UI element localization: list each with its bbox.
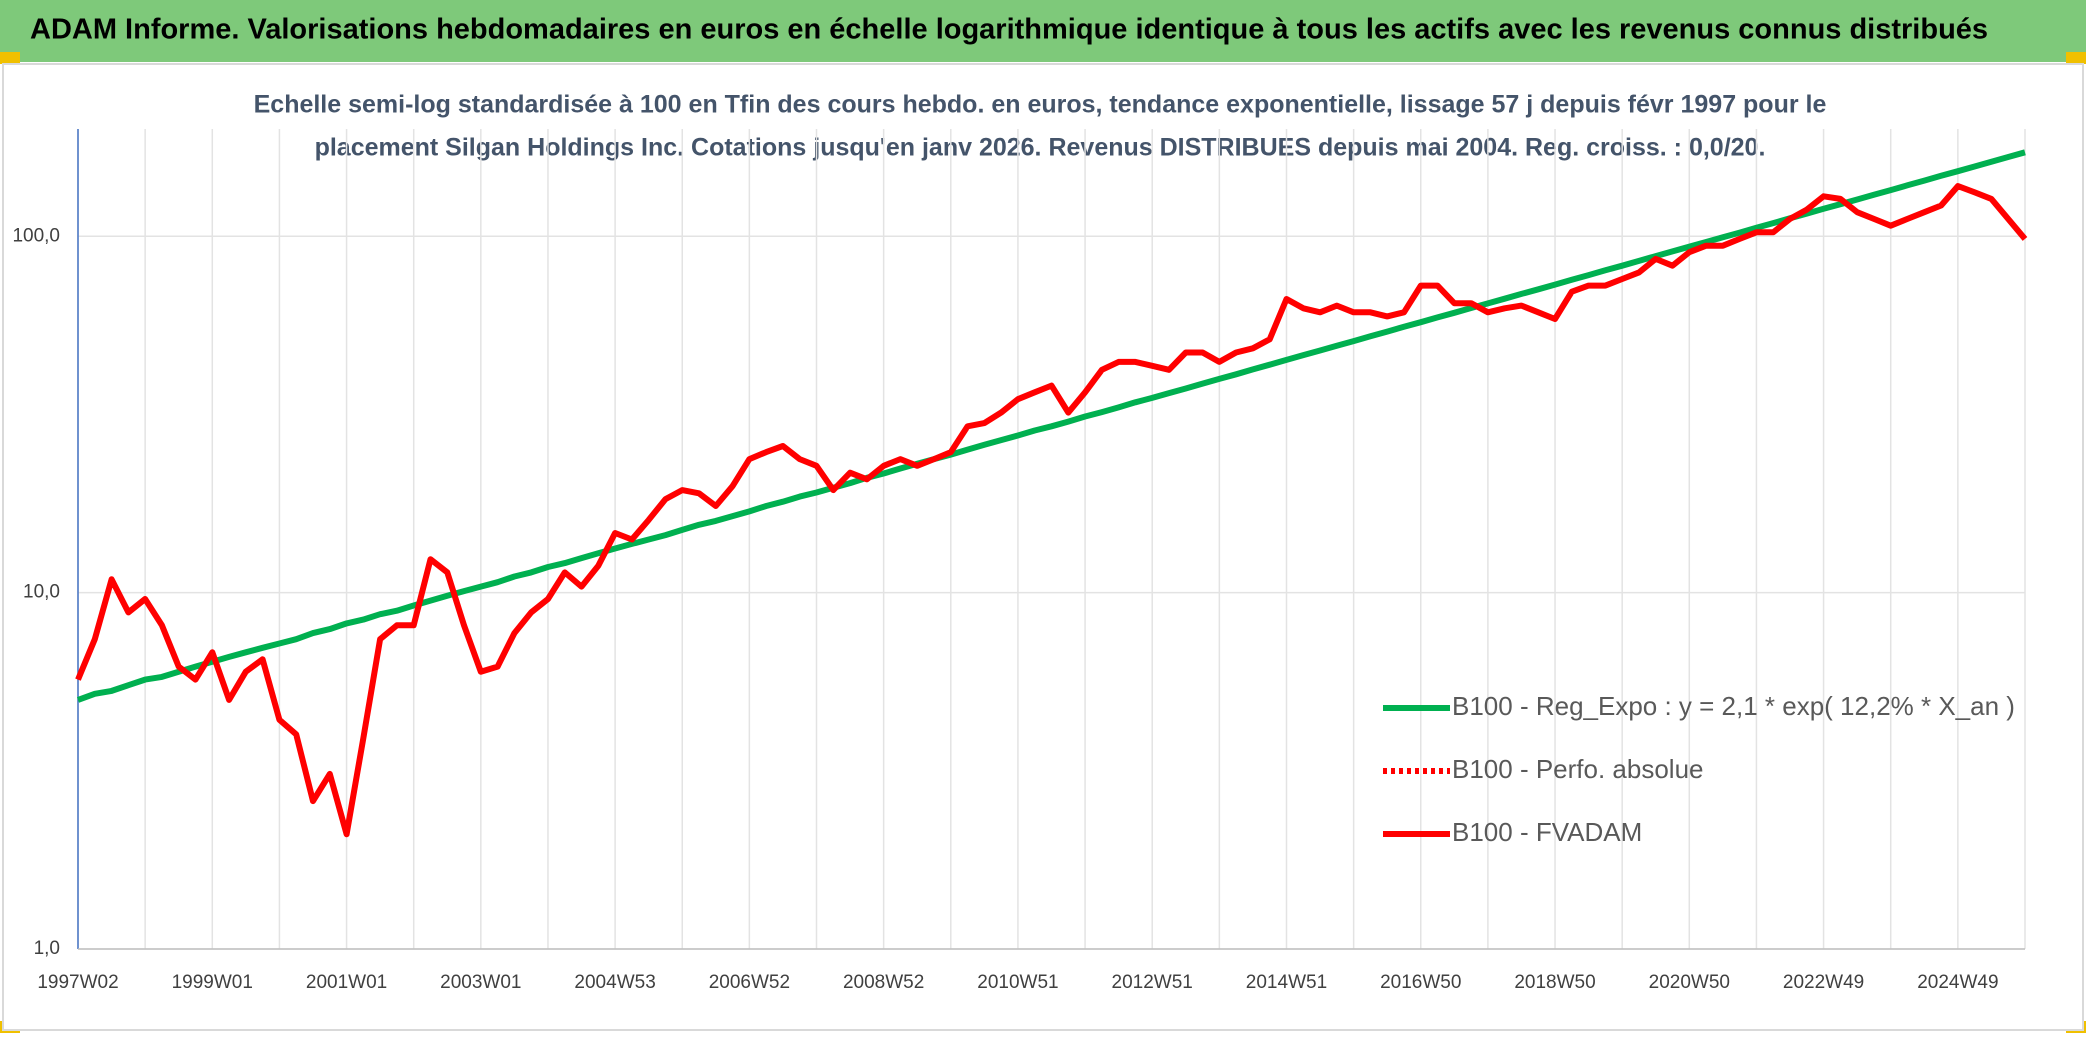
- y-tick-label: 100,0: [12, 225, 60, 246]
- legend-label: B100 - FVADAM: [1452, 817, 1642, 847]
- x-tick-label: 2003W01: [440, 972, 521, 993]
- series-line: [75, 183, 2028, 838]
- x-tick-label: 2018W50: [1514, 972, 1595, 993]
- y-tick-label: 1,0: [34, 938, 60, 959]
- x-tick-label: 2012W51: [1112, 972, 1193, 993]
- legend-label: B100 - Perfo. absolue: [1452, 754, 1704, 784]
- y-tick-label: 10,0: [23, 582, 60, 603]
- x-tick-label: 2004W53: [574, 972, 655, 993]
- x-tick-label: 2001W01: [306, 972, 387, 993]
- series-line: [76, 149, 2026, 703]
- x-tick-label: 2014W51: [1246, 972, 1327, 993]
- x-tick-label: 2024W49: [1917, 972, 1998, 993]
- x-tick-label: 2010W51: [977, 972, 1058, 993]
- x-tick-label: 2008W52: [843, 972, 924, 993]
- x-tick-label: 1997W02: [37, 972, 118, 993]
- x-tick-label: 2022W49: [1783, 972, 1864, 993]
- corner: [2066, 52, 2086, 64]
- panel: [2, 63, 2084, 1031]
- x-tick-label: 2020W50: [1649, 972, 1730, 993]
- header-bar: [0, 0, 2086, 62]
- x-tick-label: 2016W50: [1380, 972, 1461, 993]
- x-tick-label: 1999W01: [172, 972, 253, 993]
- corner: [0, 52, 20, 64]
- chart-subtitle: Echelle semi-log standardisée à 100 en T…: [254, 91, 1827, 119]
- page-title: ADAM Informe. Valorisations hebdomadaire…: [30, 14, 1988, 46]
- chart-subtitle: placement Silgan Holdings Inc. Cotations…: [315, 134, 1766, 162]
- legend-label: B100 - Reg_Expo : y = 2,1 * exp( 12,2% *…: [1452, 691, 2015, 721]
- x-tick-label: 2006W52: [709, 972, 790, 993]
